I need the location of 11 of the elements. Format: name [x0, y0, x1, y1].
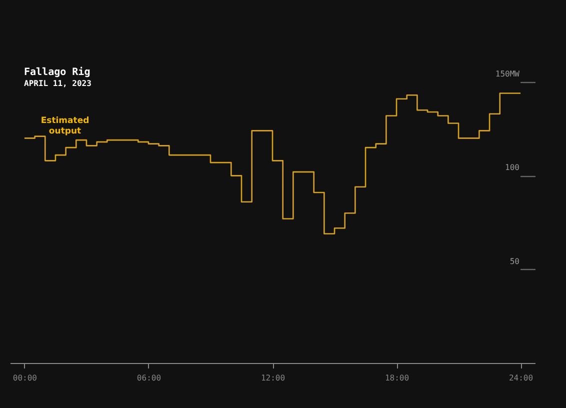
- x-tick-label: 00:00: [12, 374, 38, 382]
- y-tick-label: 50: [510, 256, 520, 266]
- x-tick-label: 06:00: [136, 374, 162, 382]
- chart-title: Fallago Rig: [24, 66, 90, 78]
- annotation: Estimated output: [40, 116, 90, 136]
- x-tick-label: 18:00: [384, 374, 410, 382]
- x-tick-label: 12:00: [260, 374, 286, 382]
- x-tick-label: 24:00: [508, 374, 534, 382]
- y-tick-label: 100: [505, 163, 520, 172]
- y-tick-label: 150MW: [495, 70, 520, 78]
- chart-subtitle: APRIL 11, 2023: [24, 79, 92, 88]
